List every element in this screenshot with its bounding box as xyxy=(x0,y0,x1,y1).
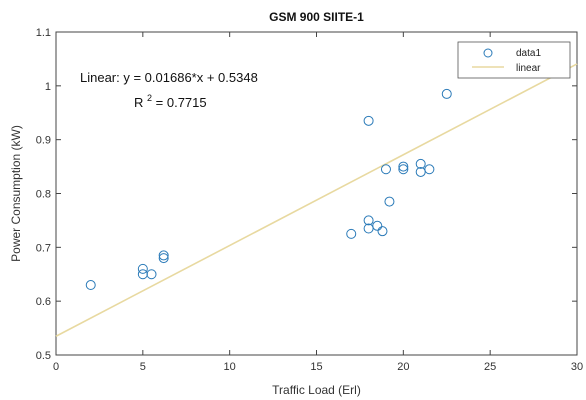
data-point xyxy=(363,215,374,226)
y-tick-label: 0.9 xyxy=(36,135,51,147)
data-point xyxy=(415,158,426,169)
fit-equation: Linear: y = 0.01686*x + 0.5348 xyxy=(80,70,258,85)
linear-fit-line xyxy=(55,63,578,337)
data-point xyxy=(146,269,157,280)
data-point xyxy=(85,280,96,291)
data-point xyxy=(398,161,409,172)
data-point xyxy=(363,115,374,126)
x-tick-label: 10 xyxy=(224,361,236,373)
legend-box xyxy=(457,41,571,79)
data-point xyxy=(346,228,357,239)
x-axis-label: Traffic Load (Erl) xyxy=(272,383,361,397)
data-point xyxy=(441,88,452,99)
fit-line-layer xyxy=(55,63,578,337)
legend: data1 linear xyxy=(457,41,571,79)
x-tick-label: 20 xyxy=(397,361,409,373)
plot-area xyxy=(55,31,578,356)
y-tick-label: 0.6 xyxy=(36,296,51,308)
r2-value: = 0.7715 xyxy=(156,95,207,110)
legend-entry-data1: data1 xyxy=(516,48,541,59)
y-tick-label: 0.5 xyxy=(36,350,51,362)
r-squared-annotation: R 2 = 0.7715 xyxy=(134,89,207,110)
data-point xyxy=(380,164,391,175)
x-tick-label: 0 xyxy=(53,361,59,373)
data-point xyxy=(372,220,383,231)
axis-ticks: 0 5 10 15 20 25 30 0.5 0.6 0.7 0.8 0.9 1 1.1 xyxy=(36,27,583,373)
y-tick-label: 1 xyxy=(45,81,51,93)
r2-superscript: 2 xyxy=(147,93,152,103)
data-point xyxy=(158,253,169,264)
chart-title: GSM 900 SIITE-1 xyxy=(269,10,364,24)
data-points xyxy=(85,88,452,291)
legend-circle-marker-icon xyxy=(483,48,493,58)
r2-label: R xyxy=(134,95,143,110)
x-tick-label: 30 xyxy=(571,361,583,373)
legend-entry-linear: linear xyxy=(516,63,541,74)
data-point xyxy=(398,164,409,175)
y-tick-label: 0.7 xyxy=(36,242,51,254)
data-point xyxy=(137,263,148,274)
data-point xyxy=(377,226,388,237)
data-point xyxy=(424,164,435,175)
data-point xyxy=(158,250,169,261)
y-tick-label: 1.1 xyxy=(36,27,51,39)
data-point xyxy=(384,196,395,207)
x-tick-label: 15 xyxy=(310,361,322,373)
x-tick-label: 25 xyxy=(484,361,496,373)
y-tick-label: 0.8 xyxy=(36,189,51,201)
y-axis-label: Power Consumption (kW) xyxy=(9,125,23,262)
x-tick-label: 5 xyxy=(140,361,146,373)
